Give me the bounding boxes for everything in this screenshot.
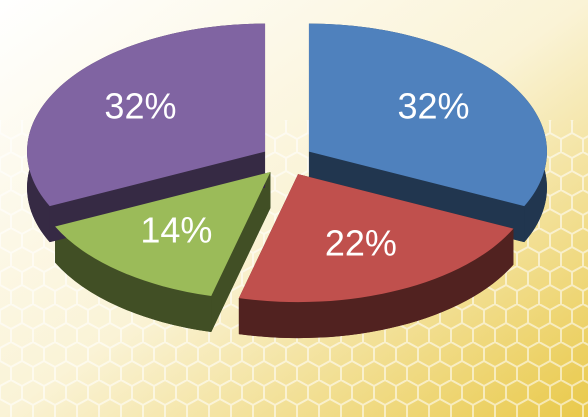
pie-slice <box>27 23 266 207</box>
pie-slice <box>308 23 547 207</box>
data-label: 14% <box>140 210 212 251</box>
slice-rim <box>238 228 514 339</box>
data-label: 32% <box>104 86 176 127</box>
slice-wall <box>211 172 271 332</box>
data-label: 32% <box>398 86 470 127</box>
slice-rim <box>55 226 212 332</box>
pie-tops: 32% 22% 14% 32% <box>27 23 547 303</box>
pie-slice <box>55 172 271 296</box>
pie-slice <box>238 174 514 303</box>
data-label: 22% <box>325 222 397 263</box>
